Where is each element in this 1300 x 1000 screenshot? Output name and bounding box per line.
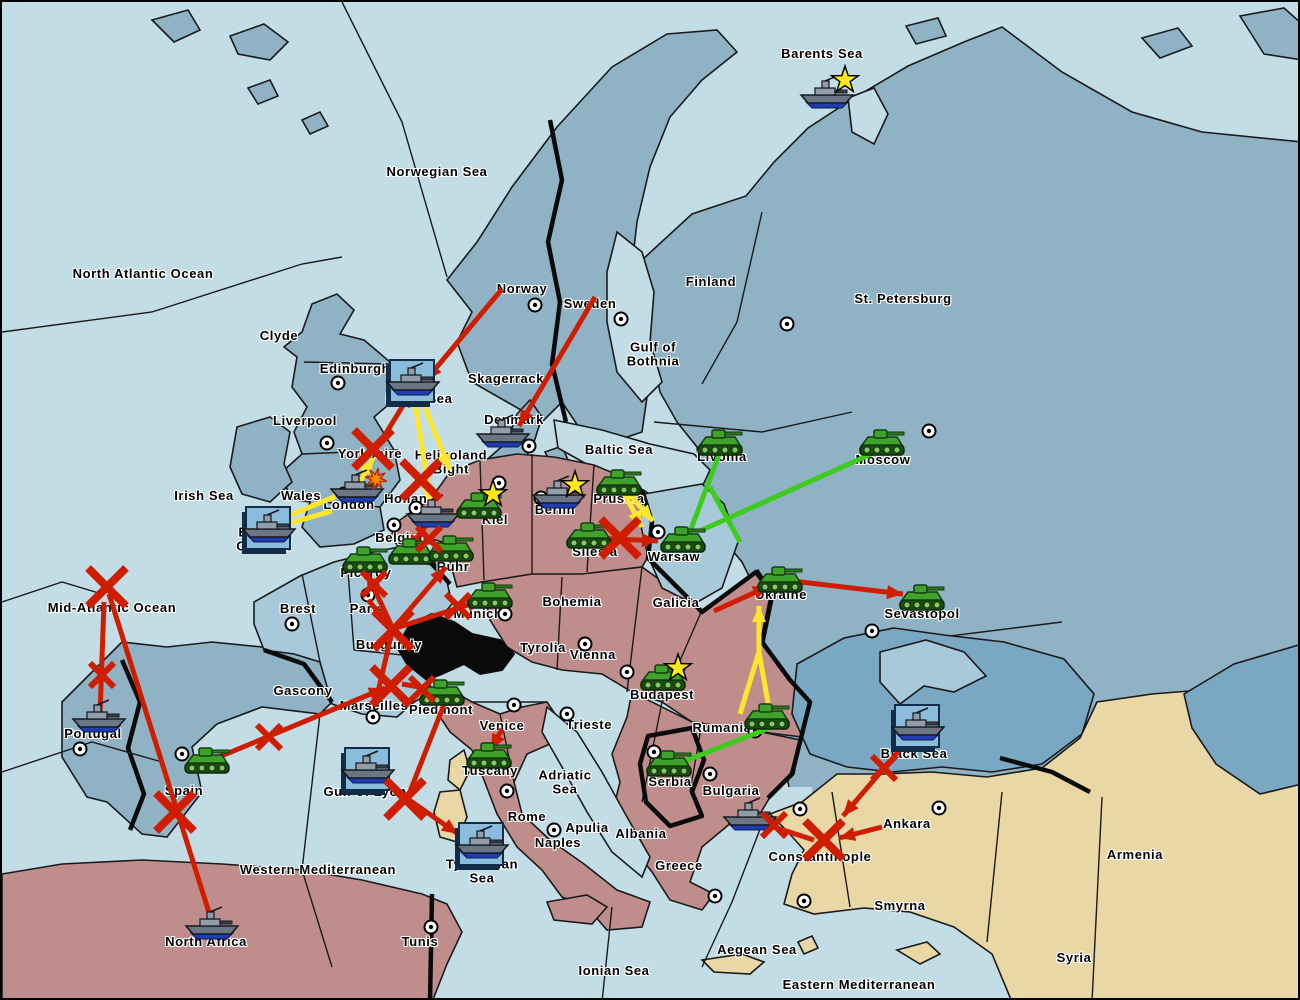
region-label-aegean-sea: Aegean Sea: [717, 942, 797, 958]
region-label-heligoland-bight: Heligoland Bight: [414, 447, 488, 476]
region-label-rome: Rome: [507, 809, 547, 825]
region-label-north-atlantic-ocean: North Atlantic Ocean: [72, 266, 214, 282]
region-label-english-channel: English Channel: [236, 524, 292, 553]
region-label-gulf-of-bothnia: Gulf of Bothnia: [626, 339, 680, 368]
region-label-galicia: Galicia: [652, 595, 700, 611]
region-label-paris: Paris: [349, 601, 385, 617]
region-label-gulf-of-lyons: Gulf of Lyons: [323, 784, 415, 800]
region-label-st-petersburg: St. Petersburg: [854, 291, 952, 307]
region-label-edinburgh: Edinburgh: [319, 361, 391, 377]
region-label-sevastopol: Sevastopol: [884, 606, 960, 622]
region-label-venice: Venice: [479, 718, 525, 734]
region-label-portugal: Portugal: [64, 726, 122, 742]
region-label-norwegian-sea: Norwegian Sea: [386, 164, 488, 180]
region-label-tyrrhenian-sea: Tyrrhenian Sea: [445, 856, 519, 885]
region-label-moscow: Moscow: [855, 452, 911, 468]
region-label-north-africa: North Africa: [165, 934, 247, 950]
territory-turkey[interactable]: [768, 689, 1300, 1000]
region-label-burgundy: Burgundy: [355, 637, 423, 653]
region-label-albania: Albania: [615, 826, 667, 842]
region-label-denmark: Denmark: [484, 412, 544, 428]
region-label-livonia: Livonia: [697, 449, 747, 465]
region-label-warsaw: Warsaw: [647, 549, 701, 565]
region-label-marseilles: Marseilles: [339, 698, 409, 714]
region-label-piedmont: Piedmont: [408, 702, 474, 718]
region-label-london: London: [323, 497, 375, 513]
region-label-barents-sea: Barents Sea: [781, 46, 863, 62]
region-label-baltic-sea: Baltic Sea: [584, 442, 654, 458]
region-label-wales: Wales: [280, 488, 322, 504]
region-label-clyde: Clyde: [259, 328, 299, 344]
region-label-ionian-sea: Ionian Sea: [578, 963, 650, 979]
region-label-apulia: Apulia: [565, 820, 609, 836]
region-label-bulgaria: Bulgaria: [702, 783, 760, 799]
region-label-adriatic-sea: Adriatic Sea: [538, 767, 592, 796]
region-label-brest: Brest: [279, 601, 317, 617]
region-label-western-mediterranean: Western Mediterranean: [239, 862, 397, 878]
region-label-picardy: Picardy: [340, 565, 392, 581]
region-label-berlin: Berlin: [534, 502, 576, 518]
region-label-armenia: Armenia: [1106, 847, 1164, 863]
region-label-tunis: Tunis: [401, 934, 439, 950]
gulf-of-bothnia-sea[interactable]: [606, 230, 663, 404]
region-label-spain: Spain: [164, 783, 204, 799]
region-label-smyrna: Smyrna: [874, 898, 926, 914]
region-label-ruhr: Ruhr: [436, 559, 470, 575]
region-label-syria: Syria: [1056, 950, 1092, 966]
territory-sicily[interactable]: [545, 894, 609, 925]
region-label-silesia: Silesia: [572, 544, 618, 560]
region-label-kiel: Kiel: [481, 512, 509, 528]
region-label-liverpool: Liverpool: [273, 413, 337, 429]
region-label-norway: Norway: [496, 281, 548, 297]
region-label-tyrolia: Tyrolia: [520, 640, 566, 656]
region-label-naples: Naples: [534, 835, 582, 851]
region-label-north-sea: North Sea: [385, 391, 453, 407]
region-label-yorkshire: Yorkshire: [337, 446, 403, 462]
caspian-sea[interactable]: [1183, 644, 1300, 795]
region-label-greece: Greece: [655, 858, 703, 874]
adriatic-sea-water[interactable]: [541, 705, 651, 879]
region-label-trieste: Trieste: [565, 717, 613, 733]
region-label-bohemia: Bohemia: [542, 594, 602, 610]
region-label-rumania: Rumania: [692, 720, 752, 736]
region-label-gascony: Gascony: [273, 683, 333, 699]
region-label-serbia: Serbia: [648, 774, 692, 790]
region-label-belgium: Belgium: [375, 530, 431, 546]
territory-ireland[interactable]: [229, 416, 293, 503]
white-sea[interactable]: [847, 87, 889, 146]
region-label-budapest: Budapest: [629, 687, 695, 703]
region-label-munich: Munich: [453, 606, 503, 622]
region-label-tuscany: Tuscany: [462, 763, 518, 779]
territory-crimea[interactable]: [879, 639, 988, 706]
region-label-finland: Finland: [685, 274, 737, 290]
region-label-ukraine: Ukraine: [755, 587, 807, 603]
region-label-eastern-mediterranean: Eastern Mediterranean: [782, 977, 936, 993]
region-label-prussia: Prussia: [593, 491, 645, 507]
region-label-mid-atlantic-ocean: Mid-Atlantic Ocean: [47, 600, 177, 616]
region-label-ankara: Ankara: [883, 816, 931, 832]
region-label-irish-sea: Irish Sea: [174, 488, 234, 504]
region-label-holland: Holland: [384, 491, 436, 507]
region-label-black-sea: Black Sea: [880, 746, 948, 762]
region-label-vienna: Vienna: [570, 647, 616, 663]
region-label-constantinople: Constantinople: [768, 849, 872, 865]
region-label-skagerrack: Skagerrack: [467, 371, 545, 387]
region-label-sweden: Sweden: [563, 296, 617, 312]
